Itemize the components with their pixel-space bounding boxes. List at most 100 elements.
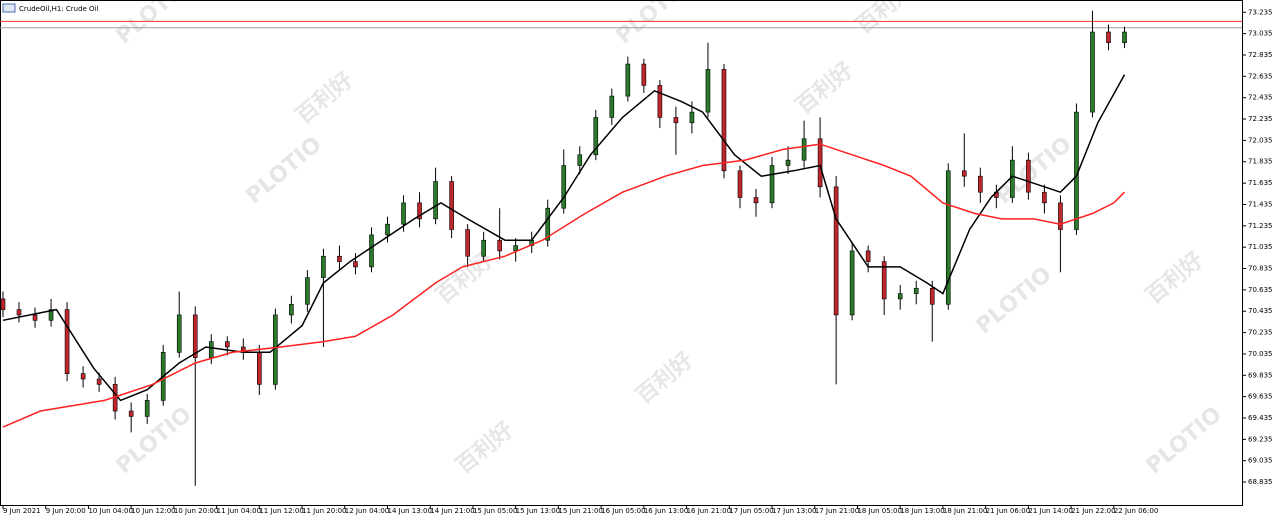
x-tick-label: 11 Jun 12:00	[259, 507, 303, 515]
y-tick-label: 70.835	[1248, 265, 1273, 273]
candle-body	[257, 352, 262, 385]
candle-body	[497, 239, 502, 252]
x-tick-label: 18 Jun 05:00	[857, 507, 901, 515]
watermark: 百利好	[451, 417, 518, 479]
y-tick-label: 71.435	[1248, 200, 1273, 208]
candle-body	[913, 287, 919, 294]
candle-body	[80, 373, 86, 380]
y-tick-label: 72.435	[1248, 94, 1273, 102]
x-tick-label: 15 Jun 13:00	[516, 507, 560, 515]
candle-body	[224, 341, 230, 348]
x-tick-label: 9 Jun 20:00	[46, 507, 86, 515]
watermark: PLOTIO	[112, 402, 197, 479]
candle-body	[1058, 202, 1063, 230]
x-tick-label: 16 Jun 13:00	[644, 507, 688, 515]
y-tick-label: 73.235	[1248, 8, 1273, 16]
candle-body	[513, 245, 518, 252]
candle-body	[801, 138, 807, 161]
x-tick-label: 16 Jun 21:00	[687, 507, 731, 515]
x-tick-label: 21 Jun 06:00	[986, 507, 1030, 515]
candle-body	[64, 309, 70, 374]
candle-body	[1090, 31, 1095, 113]
x-tick-label: 17 Jun 05:00	[729, 507, 773, 515]
candle-body	[978, 175, 983, 193]
ma-line	[2, 143, 1126, 428]
chart-title: CrudeOil,H1: Crude Oil	[19, 5, 99, 13]
y-tick-label: 72.635	[1248, 72, 1273, 80]
y-tick-label: 73.035	[1248, 30, 1273, 38]
candle-body	[321, 255, 326, 278]
candle-body	[673, 117, 679, 124]
candle-body	[465, 229, 470, 257]
candle-body	[929, 287, 935, 305]
candle-body	[561, 165, 567, 209]
y-tick-label: 68.835	[1248, 478, 1273, 486]
watermark: PLOTIO	[972, 262, 1057, 339]
candle-body	[385, 223, 390, 236]
watermarks: PLOTIO 百利好 PLOTIO 百利好 PLOTIO 百利好 PLOTIO 百利好 PLOT…	[112, 0, 1227, 479]
watermark: PLOTIO	[1142, 402, 1227, 479]
candle-body	[1042, 191, 1047, 204]
candle-body	[1010, 159, 1015, 198]
candle-body	[417, 202, 422, 220]
candle-body	[433, 181, 438, 220]
watermark: 百利好	[791, 57, 858, 119]
candle-body	[833, 186, 839, 316]
candle-body	[945, 170, 951, 305]
candle-body	[625, 63, 631, 97]
candle-body	[128, 410, 134, 417]
ma-line	[2, 74, 1126, 402]
candle-body	[1122, 31, 1127, 44]
candle-body	[785, 159, 791, 166]
x-tick-label: 17 Jun 13:00	[772, 507, 816, 515]
x-tick-label: 9 Jun 2021	[3, 507, 41, 515]
candle-body	[689, 111, 695, 124]
y-tick-label: 69.835	[1248, 371, 1273, 379]
candle-body	[881, 261, 887, 300]
x-tick-label: 18 Jun 13:00	[900, 507, 944, 515]
watermark: PLOTIO	[992, 132, 1077, 209]
x-tick-label: 10 Jun 20:00	[174, 507, 218, 515]
y-tick-label: 71.235	[1248, 222, 1273, 230]
y-tick-label: 70.035	[1248, 350, 1273, 358]
x-tick-label: 22 Jun 06:00	[1114, 507, 1158, 515]
watermark: PLOTIO	[612, 0, 697, 49]
watermark: 百利好	[1141, 247, 1208, 309]
x-tick-label: 14 Jun 13:00	[388, 507, 432, 515]
candle-body	[1026, 159, 1031, 193]
watermark: 百利好	[431, 247, 498, 309]
y-tick-label: 71.635	[1248, 179, 1273, 187]
x-tick-label: 15 Jun 21:00	[558, 507, 602, 515]
candle-body	[48, 309, 54, 321]
x-tick-label: 18 Jun 21:00	[943, 507, 987, 515]
candle-body	[0, 298, 6, 310]
candle-body	[144, 400, 150, 417]
watermark: 百利好	[291, 67, 358, 129]
candle-body	[817, 138, 823, 188]
candle-body	[16, 309, 22, 316]
x-tick-label: 12 Jun 04:00	[345, 507, 389, 515]
candle-body	[1106, 31, 1111, 44]
candle-body	[849, 250, 855, 316]
candle-body	[737, 170, 743, 198]
candle-body	[897, 293, 903, 300]
candle-body	[545, 207, 551, 241]
y-tick-label: 70.635	[1248, 286, 1273, 294]
candle-body	[192, 314, 198, 358]
candle-body	[705, 69, 711, 113]
candle-body	[721, 69, 727, 172]
candle-body	[769, 165, 775, 204]
candle-body	[289, 303, 294, 316]
y-tick-label: 71.835	[1248, 158, 1273, 166]
candle-body	[401, 202, 406, 225]
y-tick-label: 69.435	[1248, 414, 1273, 422]
candle-body	[208, 341, 214, 358]
chart-icon	[2, 3, 16, 13]
y-tick-label: 69.235	[1248, 435, 1273, 443]
y-tick-label: 70.435	[1248, 307, 1273, 315]
candle-body	[961, 170, 967, 177]
y-tick-label: 71.035	[1248, 243, 1273, 251]
candle-body	[32, 314, 38, 321]
x-tick-label: 11 Jun 20:00	[302, 507, 346, 515]
